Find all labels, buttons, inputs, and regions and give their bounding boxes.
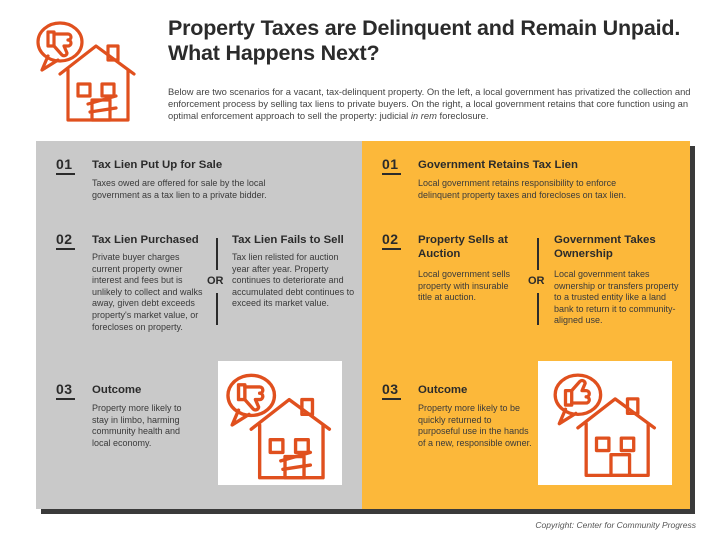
intro-text: Below are two scenarios for a vacant, ta… [168,86,691,121]
government-enforcement-scenario: 01 Government Retains Tax Lien Local gov… [362,141,690,509]
step-text: Local government takes ownership or tran… [554,269,679,326]
step-heading: Outcome [418,384,468,396]
outcome-card [218,361,342,485]
or-label: OR [207,275,224,287]
step-text: Taxes owed are offered for sale by the l… [92,178,267,200]
outcome-card [538,361,672,485]
step-text: Tax lien relisted for auction year after… [232,252,355,309]
or-divider [216,293,218,325]
step-number: 01 [56,156,75,175]
step-heading: Tax Lien Fails to Sell [232,234,344,246]
thumbs-down-house-icon [226,373,332,480]
step-heading: Government Takes Ownership [554,234,656,260]
step-heading: Outcome [92,384,142,396]
step-text: Property more likely to stay in limbo, h… [92,403,182,448]
or-divider [216,238,218,270]
step-text: Property more likely to be quickly retur… [418,403,532,448]
step-heading: Tax Lien Put Up for Sale [92,159,223,171]
thumbs-up-house-icon [553,373,657,478]
or-divider [537,238,539,270]
or-label: OR [528,275,545,287]
private-lien-scenario: 01 Tax Lien Put Up for Sale Taxes owed a… [36,141,362,509]
copyright-credit: Copyright: Center for Community Progress [535,520,696,530]
step-text: Local government sells property with ins… [418,269,511,303]
page-title: Property Taxes are Delinquent and Remain… [168,16,681,65]
step-number: 01 [382,156,401,175]
thumbs-down-house-icon [36,21,136,122]
step-heading: Government Retains Tax Lien [418,159,578,171]
step-text: Local government retains responsibility … [418,178,627,200]
step-text: Private buyer charges current property o… [92,252,203,332]
step-number: 02 [56,231,75,250]
intro-italic: in rem [410,110,437,121]
scenario-frame: 01 Tax Lien Put Up for Sale Taxes owed a… [36,141,690,509]
step-heading: Property Sells at Auction [418,234,508,260]
step-number: 03 [382,381,401,400]
step-number: 02 [382,231,401,250]
or-divider [537,293,539,325]
step-heading: Tax Lien Purchased [92,234,199,246]
step-number: 03 [56,381,75,400]
